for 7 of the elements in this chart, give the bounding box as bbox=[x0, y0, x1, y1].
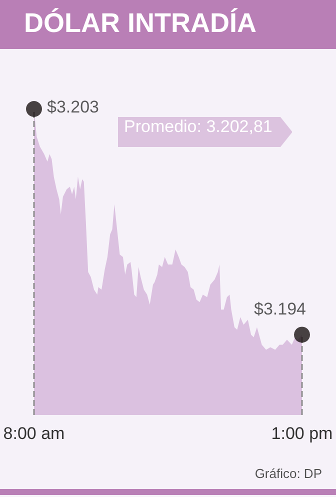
x-tick-label: 1:00 pm bbox=[271, 424, 333, 443]
x-tick-label: 8:00 am bbox=[3, 424, 65, 443]
text: Gráfico: DP bbox=[254, 466, 322, 481]
annotation: Promedio: 3.202,81 bbox=[118, 117, 292, 147]
data-label: $3.203 bbox=[47, 98, 99, 116]
data-label: $3.194 bbox=[254, 300, 306, 319]
chart-title: DÓLAR INTRADÍA bbox=[24, 8, 256, 39]
